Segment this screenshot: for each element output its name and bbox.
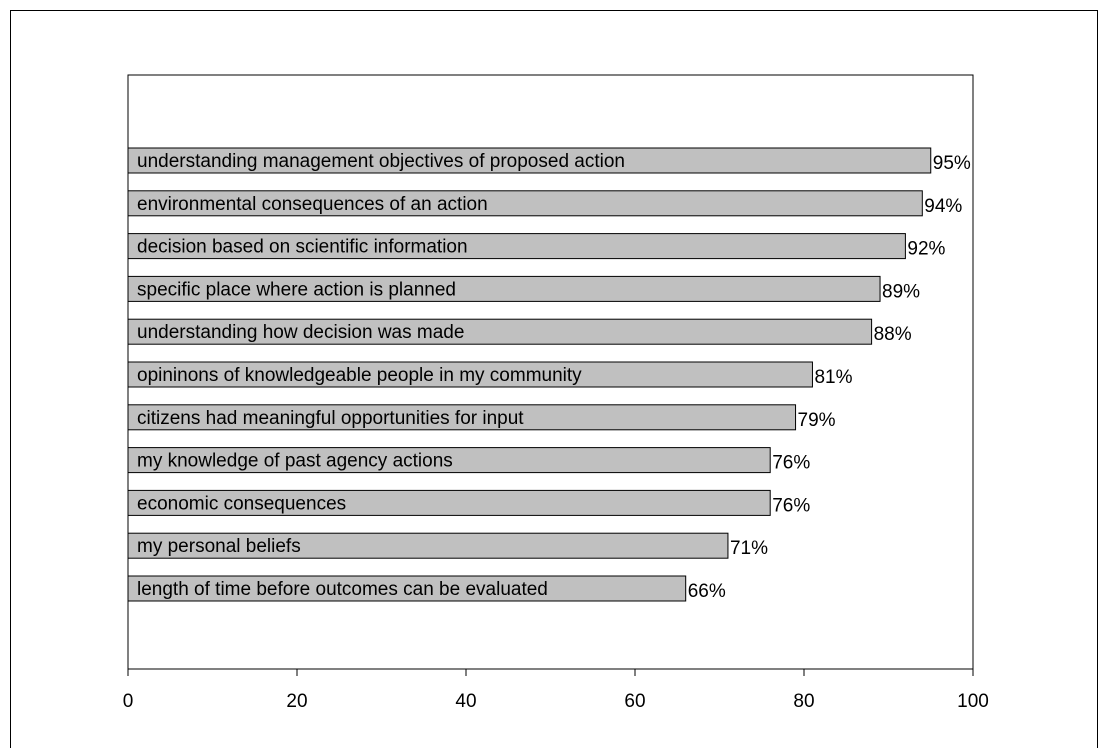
bar-value-label: 95%: [933, 153, 971, 174]
x-tick-label: 60: [624, 691, 645, 712]
bar: [127, 275, 881, 302]
x-tick-label: 20: [286, 691, 307, 712]
bar-value-label: 88%: [874, 324, 912, 345]
x-tick-label: 40: [455, 691, 476, 712]
bar-category-label: economic consequences: [137, 493, 346, 514]
bar-value-label: 81%: [814, 367, 852, 388]
bar: [127, 575, 687, 602]
bar-value-label: 71%: [730, 538, 768, 559]
bar-value-label: 94%: [924, 196, 962, 217]
x-tick-label: 100: [957, 691, 989, 712]
bar-category-label: length of time before outcomes can be ev…: [137, 579, 548, 600]
bar: [127, 190, 923, 217]
bar-category-label: citizens had meaningful opportunities fo…: [137, 408, 524, 429]
bar: [127, 532, 729, 559]
bar-value-label: 79%: [798, 410, 836, 431]
bar: [127, 447, 771, 474]
bar-category-label: environmental consequences of an action: [137, 194, 488, 215]
bar: [127, 318, 873, 345]
bar-value-label: 89%: [882, 281, 920, 302]
bar-category-label: my personal beliefs: [137, 536, 301, 557]
bar-value-label: 66%: [688, 581, 726, 602]
bar-category-label: specific place where action is planned: [137, 279, 456, 300]
bar: [127, 489, 771, 516]
bar-category-label: decision based on scientific information: [137, 237, 468, 258]
bar-category-label: understanding management objectives of p…: [137, 151, 625, 172]
bar: [127, 147, 932, 174]
x-tick-label: 0: [123, 691, 134, 712]
bar: [127, 404, 797, 431]
bar: [127, 361, 813, 388]
bar-category-label: opininons of knowledgeable people in my …: [137, 365, 582, 386]
bars-group: understanding management objectives of p…: [127, 147, 971, 602]
bar-category-label: my knowledge of past agency actions: [137, 451, 453, 472]
x-axis: 0 20 40 60 80 100: [123, 668, 989, 712]
bar-value-label: 76%: [772, 453, 810, 474]
bar-value-label: 92%: [907, 239, 945, 260]
bar: [127, 233, 906, 260]
bar-category-label: understanding how decision was made: [137, 322, 464, 343]
x-tick-label: 80: [793, 691, 814, 712]
bar-value-label: 76%: [772, 495, 810, 516]
